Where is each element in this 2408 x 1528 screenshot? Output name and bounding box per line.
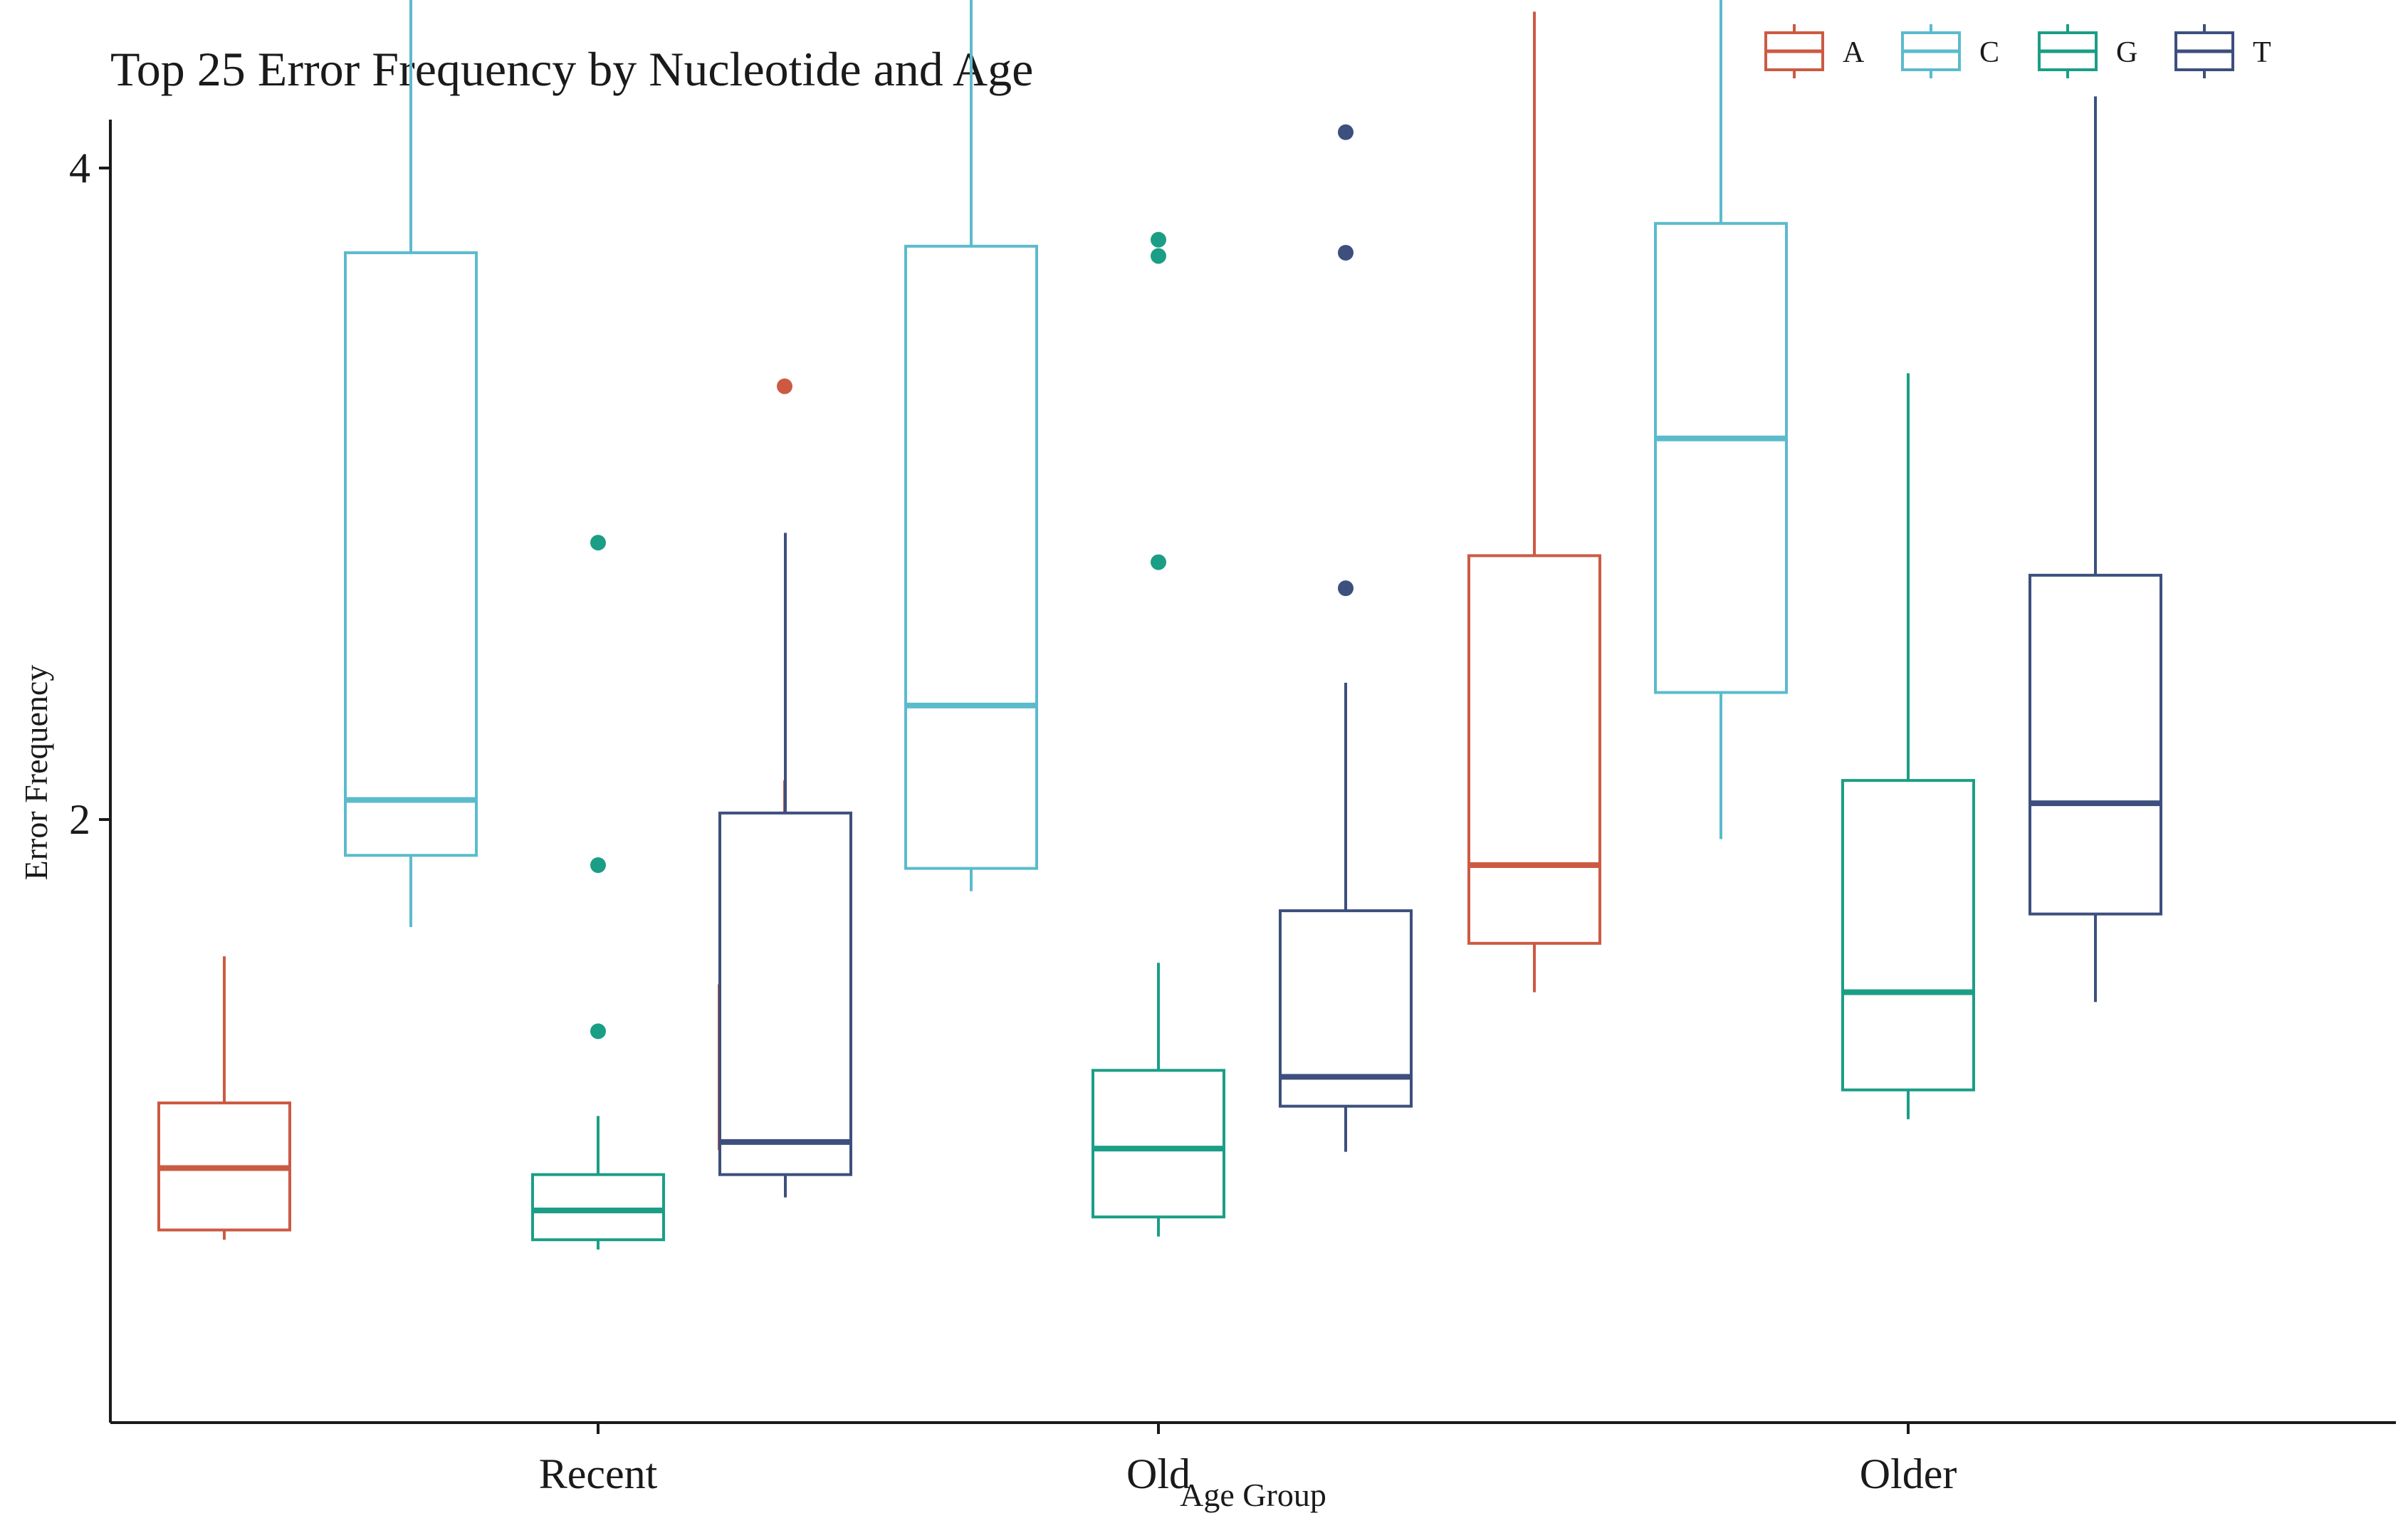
y-axis-ticks: 2468 [69,145,110,843]
legend-label: A [1843,36,1865,69]
box-g-recent [531,535,665,1250]
box-g-older [1841,373,1975,1119]
outlier-point [590,857,606,874]
x-tick-label-older: Older [1860,1450,1957,1497]
box-c-old [904,0,1038,891]
outlier-point [1151,248,1166,264]
box-iqr [2029,573,2162,916]
outlier-point [1338,124,1354,140]
legend-key-icon [2038,24,2098,78]
outlier-point [590,1023,606,1040]
legend-item-a: A [1764,24,1865,78]
outlier-point [1338,580,1354,597]
box-iqr [1092,1069,1225,1219]
box-t-old [1279,124,1413,1152]
legend-label: C [1979,36,1999,69]
y-axis-title: Error Frequency [18,665,54,881]
outlier-point [590,535,606,551]
box-iqr [531,1173,665,1242]
box-iqr [1467,554,1601,945]
outlier-point [1338,244,1354,261]
box-c-older [1654,0,1788,839]
box-a-older [1467,11,1601,993]
box-iqr [1654,221,1788,694]
chart-title: Top 25 Error Frequency by Nucleotide and… [110,42,1033,96]
box-iqr [904,244,1038,870]
outlier-point [777,378,792,394]
box-iqr [344,251,478,857]
x-tick-label-old: Old [1126,1450,1190,1497]
x-axis-title: Age Group [1180,1477,1326,1513]
box-a-recent [157,956,291,1240]
legend-label: G [2116,36,2137,69]
x-axis-ticks: Recent Old Older [539,1423,1957,1497]
legend-key-icon [2174,24,2234,78]
y-tick-label: 2 [69,796,90,843]
plot-area: 9.36 × 10⁻⁸1.89 × 10⁻¹⁰1.05 × 10⁻³2.93 ×… [157,0,2162,1250]
box-iqr [1279,909,1413,1108]
outlier-point [1151,554,1166,570]
box-iqr [1841,779,1975,1092]
box-g-old [1092,231,1225,1237]
legend-item-g: G [2038,24,2137,78]
box-iqr [718,811,852,1176]
x-tick-label-recent: Recent [539,1450,658,1497]
legend-item-c: C [1901,24,1999,78]
outlier-point [1151,231,1166,248]
legend-key-icon [1901,24,1961,78]
box-t-recent [718,533,852,1198]
legend-key-icon [1764,24,1824,78]
legend-item-t: T [2174,24,2271,78]
box-c-recent [344,0,478,927]
legend-label: T [2253,36,2271,69]
y-tick-label: 4 [69,145,90,192]
box-series [157,0,2162,1250]
box-t-older [2029,96,2162,1003]
